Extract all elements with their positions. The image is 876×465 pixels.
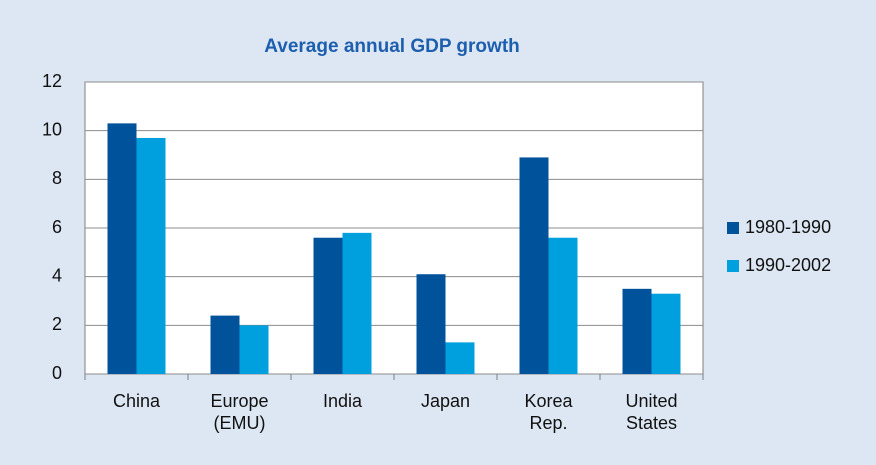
- legend-swatch: [727, 260, 739, 272]
- bar: [342, 232, 372, 374]
- bar: [210, 315, 240, 374]
- legend-label: 1990-2002: [745, 255, 831, 275]
- y-tick-label: 10: [42, 119, 62, 139]
- x-tick-label: India: [323, 391, 363, 411]
- bar: [239, 325, 269, 374]
- x-tick-label: Europe (EMU): [210, 391, 268, 433]
- chart-title: Average annual GDP growth: [264, 36, 520, 57]
- x-tick-label: China: [113, 391, 161, 411]
- legend-swatch: [727, 222, 739, 234]
- bar: [107, 123, 137, 374]
- y-tick-label: 6: [52, 217, 62, 237]
- bar: [622, 288, 652, 374]
- x-tick-label: Japan: [421, 391, 470, 411]
- y-tick-label: 12: [42, 71, 62, 91]
- y-tick-label: 4: [52, 265, 62, 285]
- bar: [651, 293, 681, 374]
- x-tick-label: Korea Rep.: [524, 391, 573, 433]
- bar: [416, 274, 446, 374]
- bar: [136, 137, 166, 374]
- y-tick-label: 0: [52, 363, 62, 383]
- bar: [445, 342, 475, 374]
- bar: [313, 237, 343, 374]
- y-tick-label: 2: [52, 314, 62, 334]
- bar: [519, 157, 549, 374]
- x-tick-label: United States: [625, 391, 677, 433]
- y-tick-label: 8: [52, 168, 62, 188]
- bar: [548, 237, 578, 374]
- legend-label: 1980-1990: [745, 217, 831, 237]
